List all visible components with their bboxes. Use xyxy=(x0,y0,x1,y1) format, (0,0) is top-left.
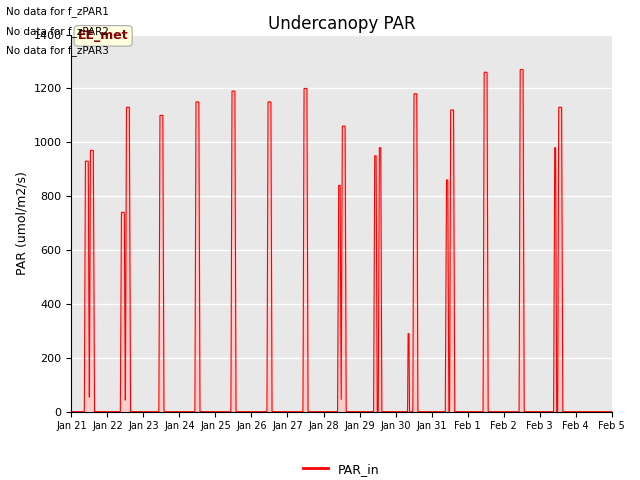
Text: No data for f_zPAR3: No data for f_zPAR3 xyxy=(6,45,109,56)
Title: Undercanopy PAR: Undercanopy PAR xyxy=(268,15,415,33)
Text: No data for f_zPAR2: No data for f_zPAR2 xyxy=(6,25,109,36)
Text: EE_met: EE_met xyxy=(78,29,129,42)
Y-axis label: PAR (umol/m2/s): PAR (umol/m2/s) xyxy=(15,171,28,275)
Text: No data for f_zPAR1: No data for f_zPAR1 xyxy=(6,6,109,17)
Legend: PAR_in: PAR_in xyxy=(298,458,385,480)
